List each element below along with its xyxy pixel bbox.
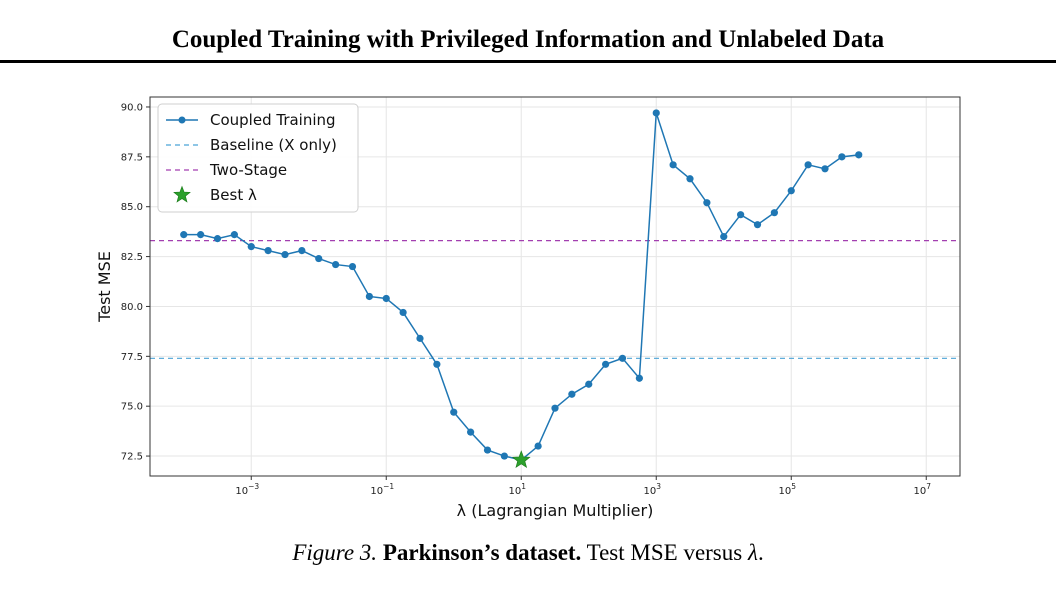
coupled-training-point (686, 175, 694, 183)
y-tick-label: 82.5 (121, 252, 143, 263)
coupled-training-point (197, 231, 205, 239)
x-tick-base: 10 (235, 486, 248, 497)
header-rule (0, 60, 1056, 63)
reference-lines (150, 240, 960, 359)
coupled-training-point (770, 209, 778, 217)
y-tick-label: 80.0 (121, 302, 143, 313)
plot-frame (149, 96, 961, 477)
coupled-training-point (399, 308, 407, 317)
caption-bold-title: Parkinson’s dataset. (382, 540, 582, 565)
coupled-training-point (281, 250, 289, 259)
coupled-training-point (534, 442, 542, 450)
coupled-training-point (433, 360, 441, 368)
caption-text: Test MSE versus (586, 540, 743, 565)
caption-lambda-symbol: λ (747, 540, 758, 565)
caption-end: . (757, 540, 764, 565)
coupled-training-point (348, 262, 357, 271)
x-tick-exponent: 5 (791, 482, 796, 491)
coupled-training-point (669, 161, 677, 169)
x-tick-label: 105 (778, 482, 796, 497)
y-tick-label: 72.5 (121, 452, 143, 463)
coupled-training-point (568, 390, 576, 398)
x-tick-label: 103 (643, 482, 661, 497)
y-tick-label: 85.0 (121, 202, 143, 213)
coupled-training-point (787, 187, 795, 195)
x-tick-exponent: −3 (248, 482, 259, 491)
legend-marker-best-lambda (173, 185, 191, 203)
coupled-training-point (602, 360, 610, 368)
x-tick-label: 10−1 (370, 482, 394, 497)
coupled-training-point (652, 109, 660, 117)
y-axis-ticks: 72.5 75.0 77.5 80.0 82.5 85.0 87.5 90.0 (121, 102, 150, 463)
coupled-training-point (416, 334, 424, 342)
x-tick-label: 101 (508, 482, 526, 497)
x-tick-exponent: −1 (383, 482, 394, 491)
coupled-training-point (804, 161, 812, 169)
series-coupled-training (180, 109, 863, 464)
legend: Coupled Training Baseline (X only) Two-S… (157, 103, 359, 213)
x-tick-exponent: 1 (521, 482, 526, 491)
coupled-training-point (180, 231, 188, 239)
x-tick-base: 10 (508, 486, 521, 497)
coupled-training-point (332, 260, 340, 269)
coupled-training-point (247, 243, 255, 251)
coupled-training-point (585, 380, 593, 388)
coupled-training-point (737, 211, 745, 219)
coupled-training-point (315, 254, 323, 263)
coupled-training-point (365, 292, 373, 301)
coupled-training-point (838, 153, 846, 161)
coupled-training-point (450, 408, 458, 416)
test-mse-chart: 10−3 10−1 101 103 105 107 72.575.077.580.082.… (95, 96, 961, 520)
x-tick-base: 10 (913, 486, 926, 497)
coupled-training-point (703, 199, 711, 207)
best-lambda-layer (511, 450, 531, 469)
x-tick-label: 10−3 (235, 482, 259, 497)
x-tick-base: 10 (778, 486, 791, 497)
running-head: Coupled Training with Privileged Informa… (171, 26, 885, 53)
coupled-training-point (264, 246, 272, 255)
coupled-training-point (618, 354, 627, 362)
coupled-training-point (551, 404, 559, 412)
legend-marker-coupled-training (178, 116, 186, 124)
coupled-training-point (467, 428, 475, 436)
coupled-training-point (855, 151, 863, 159)
legend-label-two-stage: Two-Stage (209, 161, 287, 179)
best-lambda-star (511, 450, 531, 469)
y-tick-label: 87.5 (121, 152, 143, 163)
coupled-training-point (635, 374, 643, 382)
caption-figure-label: Figure 3. (292, 540, 378, 565)
coupled-training-point (213, 235, 222, 243)
coupled-training-point (483, 446, 492, 454)
y-axis-label: Test MSE (95, 251, 114, 323)
coupled-training-point (500, 452, 508, 460)
coupled-training-point (821, 165, 829, 173)
coupled-training-point (230, 231, 238, 239)
x-tick-exponent: 7 (926, 482, 931, 491)
x-tick-label: 107 (913, 482, 931, 497)
x-axis-label: λ (Lagrangian Multiplier) (457, 501, 654, 520)
x-tick-exponent: 3 (656, 482, 661, 491)
y-tick-label: 75.0 (121, 402, 143, 413)
coupled-training-point (720, 233, 728, 241)
legend-label-baseline: Baseline (X only) (210, 136, 337, 154)
x-tick-base: 10 (643, 486, 656, 497)
x-axis-ticks: 10−3 10−1 101 103 105 107 (235, 476, 931, 497)
figure-caption: Figure 3. Parkinson’s dataset. Test MSE … (0, 540, 1056, 566)
x-tick-base: 10 (370, 486, 383, 497)
coupled-training-point (753, 221, 762, 229)
y-tick-label: 77.5 (121, 352, 143, 363)
legend-label-coupled-training: Coupled Training (210, 111, 336, 129)
y-tick-label: 90.0 (121, 102, 143, 113)
coupled-training-point (382, 294, 390, 303)
legend-box (157, 103, 359, 213)
coupled-training-point (298, 246, 306, 255)
legend-label-best-lambda: Best λ (210, 186, 257, 204)
